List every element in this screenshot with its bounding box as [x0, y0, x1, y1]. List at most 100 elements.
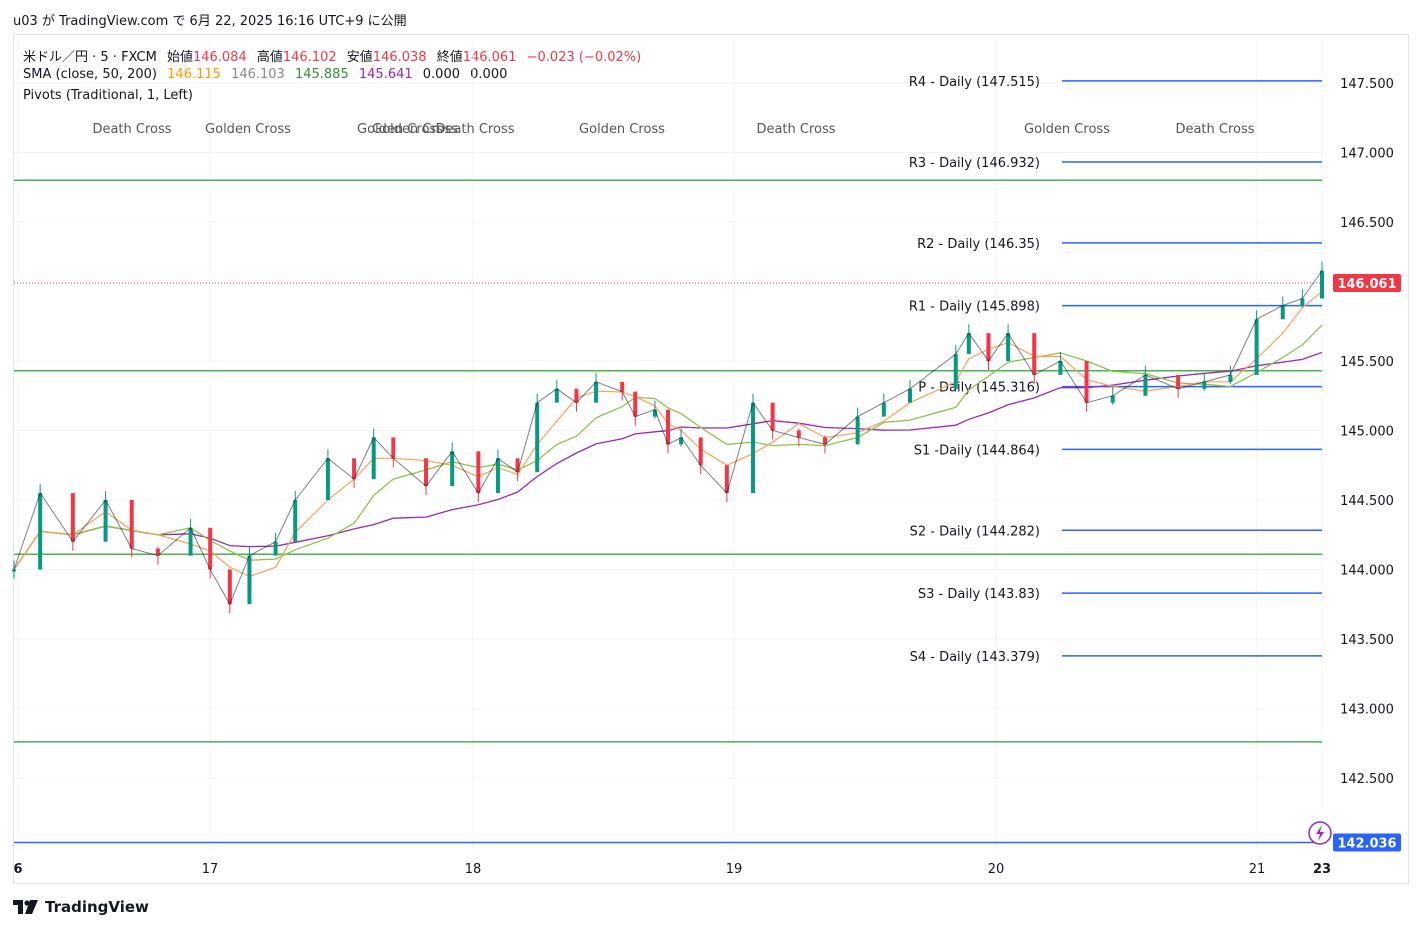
candle-body: [535, 402, 540, 473]
chart-frame[interactable]: [13, 34, 1409, 884]
candle-body: [633, 391, 638, 417]
x-axis: 6 17 18 19 20 21 23: [13, 862, 1331, 877]
tradingview-footer[interactable]: TradingView: [13, 898, 149, 916]
candle-body: [679, 437, 684, 445]
cross-label: Death Cross: [92, 122, 171, 137]
x-tick-label: 6: [13, 862, 22, 877]
candle-body: [751, 402, 756, 494]
candle-body: [594, 381, 599, 403]
cross-labels: Death Cross Golden Cross Golden CrossDeath…: [92, 122, 1254, 137]
y-tick-label: 143.000: [1340, 703, 1394, 718]
y-tick-label: 144.000: [1340, 564, 1394, 579]
candle-body: [227, 569, 232, 605]
candle-body: [450, 451, 455, 487]
last-price-tag: 146.061: [1337, 277, 1396, 292]
candle-body: [155, 548, 160, 556]
sma-value-3: 145.885: [294, 67, 349, 82]
candle-body: [424, 458, 429, 487]
open-value: 146.084: [192, 50, 247, 65]
candle-body: [293, 500, 298, 542]
sma-value-1: 146.115: [167, 67, 221, 82]
x-tick-label: 19: [726, 862, 743, 877]
y-tick-label: 145.500: [1340, 355, 1394, 370]
pivot-label: P - Daily (145.316): [918, 381, 1040, 396]
grid: [14, 40, 1323, 850]
pivots-label: Pivots (Traditional, 1, Left): [23, 88, 193, 103]
candle-body: [1084, 361, 1089, 403]
candle-body: [129, 500, 134, 549]
alt-price-tag-bg: [1333, 833, 1401, 852]
candle-body: [822, 437, 827, 445]
candle-body: [515, 458, 520, 473]
alert-icon[interactable]: [1308, 821, 1332, 845]
symbol-legend: 米ドル／円 · 5 · FXCM 始値146.084 高値146.102 安値1…: [23, 46, 647, 65]
candle-body: [1110, 395, 1115, 403]
low-label: 安値: [346, 50, 373, 65]
horizontal-lines: [14, 179, 1322, 844]
candle-body: [273, 541, 278, 556]
cross-label: Golden Cross: [1024, 122, 1110, 137]
y-tick-label: 143.500: [1340, 633, 1394, 648]
candle-body: [796, 430, 801, 438]
candle-body: [855, 416, 860, 445]
sma-value-4: 145.641: [358, 67, 413, 82]
candle-body: [724, 465, 729, 494]
candle-body: [188, 527, 193, 556]
candle-body: [352, 458, 357, 480]
pivot-levels: R4 - Daily (147.515) R3 - Daily (146.932)…: [909, 75, 1322, 665]
cross-label: Golden Cross: [372, 122, 458, 137]
candle-body: [770, 402, 775, 431]
candle-body: [1176, 374, 1181, 389]
candle-body: [103, 500, 108, 542]
price-series: [12, 261, 1324, 614]
candle-body: [1202, 381, 1207, 389]
candle-body: [620, 381, 625, 392]
candle-body: [953, 354, 958, 389]
candle-body: [666, 409, 670, 445]
y-tick-label: 147.500: [1340, 77, 1394, 92]
x-tick-label: 18: [465, 862, 482, 877]
y-tick-label: 142.500: [1340, 772, 1394, 787]
candle-body: [38, 493, 43, 570]
tradingview-brand: TradingView: [45, 898, 149, 916]
x-tick-label: 21: [1249, 862, 1266, 877]
high-label: 高値: [256, 50, 283, 65]
y-tick-label: 146.500: [1340, 216, 1394, 231]
candle-body: [986, 333, 991, 361]
symbol-name[interactable]: 米ドル／円 · 5 · FXCM: [23, 50, 157, 65]
y-tick-label: 145.000: [1340, 425, 1394, 440]
sma-legend[interactable]: SMA (close, 50, 200) 146.115 146.103 145…: [23, 67, 513, 82]
pivot-label: S4 - Daily (143.379): [910, 650, 1040, 665]
candle-body: [1254, 319, 1259, 375]
candle-body: [1280, 305, 1285, 320]
candle-body: [325, 458, 330, 500]
sma-value-6: 0.000: [470, 67, 508, 82]
candle-body: [907, 388, 912, 403]
sma-value-5: 0.000: [422, 67, 460, 82]
cross-label: Death Cross: [1175, 122, 1254, 137]
open-label: 始値: [166, 50, 193, 65]
candle-body: [208, 527, 213, 570]
close-value: 146.061: [462, 50, 517, 65]
candle-body: [70, 493, 75, 542]
candle-body: [12, 569, 16, 572]
last-price-tag-bg: [1333, 274, 1401, 293]
candle-body: [476, 451, 481, 494]
x-tick-label: 20: [988, 862, 1005, 877]
candle-body: [698, 437, 703, 466]
candle-body: [652, 409, 657, 417]
pivot-label: S3 - Daily (143.83): [918, 587, 1040, 602]
low-value: 146.038: [372, 50, 427, 65]
high-value: 146.102: [282, 50, 337, 65]
pivot-label: R1 - Daily (145.898): [909, 300, 1040, 315]
candle-body: [1143, 374, 1148, 396]
candle-body: [1320, 270, 1324, 299]
candle-body: [247, 555, 252, 605]
price-line: [13, 270, 1323, 606]
pivot-label: R3 - Daily (146.932): [909, 156, 1040, 171]
y-axis: 147.500 147.000 146.500 145.500 145.000 144.5…: [1340, 77, 1394, 787]
cross-label: Golden Cross: [357, 122, 443, 137]
pivots-legend[interactable]: Pivots (Traditional, 1, Left): [23, 88, 199, 103]
candle-body: [1228, 374, 1233, 382]
